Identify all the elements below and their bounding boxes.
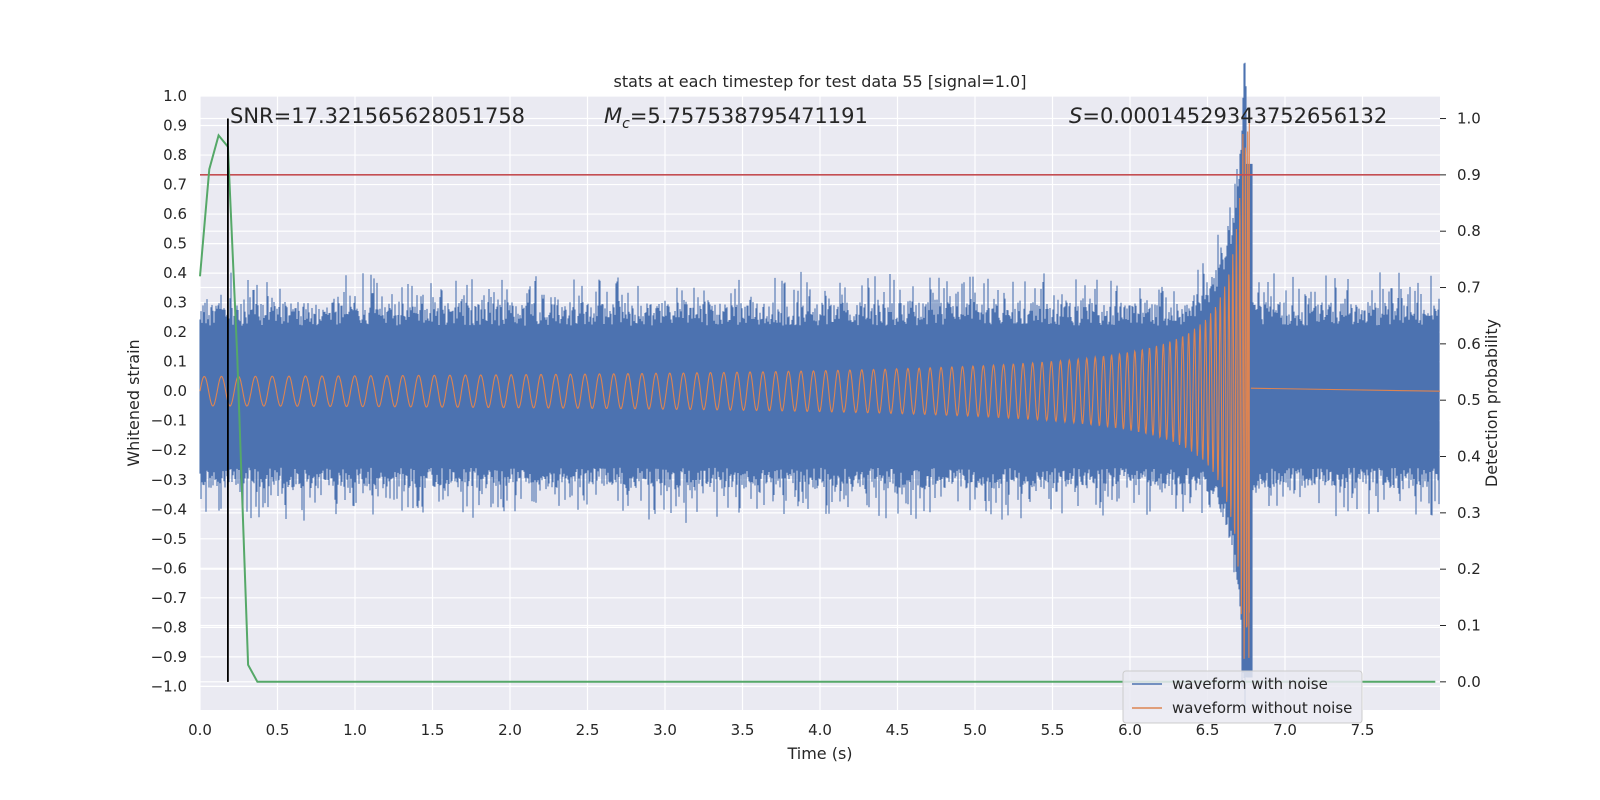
x-tick-label: 1.0 bbox=[343, 721, 367, 739]
left-y-tick-label: 0.7 bbox=[163, 176, 187, 194]
left-y-tick-label: −0.2 bbox=[151, 441, 187, 459]
x-axis-label: Time (s) bbox=[786, 744, 852, 763]
x-tick-label: 6.5 bbox=[1196, 721, 1220, 739]
left-y-tick-label: 0.9 bbox=[163, 117, 187, 135]
snr-annotation: SNR=17.321565628051758 bbox=[230, 104, 525, 128]
x-tick-label: 0.0 bbox=[188, 721, 212, 739]
right-y-tick-label: 0.1 bbox=[1457, 617, 1481, 635]
right-y-tick-label: 0.9 bbox=[1457, 166, 1481, 184]
s-annotation: S=0.00014529343752656132 bbox=[1069, 104, 1387, 128]
left-y-tick-label: 0.5 bbox=[163, 235, 187, 253]
left-y-tick-label: −1.0 bbox=[151, 677, 187, 695]
legend-label-clean: waveform without noise bbox=[1172, 699, 1352, 717]
right-y-tick-label: 0.4 bbox=[1457, 448, 1481, 466]
left-y-tick-label: 1.0 bbox=[163, 87, 187, 105]
right-y-tick-label: 0.5 bbox=[1457, 391, 1481, 409]
left-y-tick-label: 0.2 bbox=[163, 323, 187, 341]
s-symbol: S bbox=[1069, 104, 1082, 128]
right-y-axis: 1.0 0.9 0.8 0.7 0.6 0.5 0.4 0.3 0.2 0.1 0.0 bbox=[1440, 110, 1481, 691]
right-y-tick-label: 0.8 bbox=[1457, 222, 1481, 240]
left-y-tick-label: 0.0 bbox=[163, 382, 187, 400]
x-tick-label: 4.5 bbox=[886, 721, 910, 739]
chirp-mass-annotation: Mc=5.757538795471191 bbox=[604, 104, 868, 132]
left-y-tick-label: 0.1 bbox=[163, 353, 187, 371]
x-tick-label: 7.0 bbox=[1273, 721, 1297, 739]
legend-label-noise: waveform with noise bbox=[1172, 675, 1328, 693]
left-y-tick-label: −0.9 bbox=[151, 648, 187, 666]
right-y-tick-label: 0.2 bbox=[1457, 560, 1481, 578]
x-tick-label: 4.0 bbox=[808, 721, 832, 739]
chirp-mass-symbol: M bbox=[604, 104, 622, 128]
x-tick-label: 7.5 bbox=[1351, 721, 1375, 739]
x-tick-label: 2.5 bbox=[576, 721, 600, 739]
x-tick-label: 5.0 bbox=[963, 721, 987, 739]
x-axis: 0.0 0.5 1.0 1.5 2.0 2.5 3.0 3.5 4.0 4.5 5.0 5.5 6.0 6… bbox=[188, 721, 1374, 739]
right-y-tick-label: 0.0 bbox=[1457, 673, 1481, 691]
left-y-tick-label: −0.8 bbox=[151, 618, 187, 636]
left-y-axis-label: Whitened strain bbox=[124, 339, 143, 466]
chart-title: stats at each timestep for test data 55 … bbox=[614, 72, 1027, 91]
left-y-tick-label: −0.1 bbox=[151, 412, 187, 430]
left-y-tick-label: 0.8 bbox=[163, 146, 187, 164]
x-tick-label: 3.0 bbox=[653, 721, 677, 739]
left-y-tick-label: −0.3 bbox=[151, 471, 187, 489]
left-y-tick-label: 0.3 bbox=[163, 294, 187, 312]
left-y-axis: 1.0 0.9 0.8 0.7 0.6 0.5 0.4 0.3 0.2 0.1 0.0 −0.1 −0.… bbox=[151, 87, 187, 695]
x-tick-label: 0.5 bbox=[266, 721, 290, 739]
right-y-tick-label: 0.7 bbox=[1457, 279, 1481, 297]
chirp-mass-value: =5.757538795471191 bbox=[630, 104, 868, 128]
x-tick-label: 1.5 bbox=[421, 721, 445, 739]
left-y-tick-label: 0.6 bbox=[163, 205, 187, 223]
x-tick-label: 5.5 bbox=[1041, 721, 1065, 739]
x-tick-label: 2.0 bbox=[498, 721, 522, 739]
x-tick-label: 6.0 bbox=[1118, 721, 1142, 739]
left-y-tick-label: −0.5 bbox=[151, 530, 187, 548]
s-value: =0.00014529343752656132 bbox=[1082, 104, 1387, 128]
chirp-mass-subscript: c bbox=[622, 116, 630, 132]
series-detection-probability bbox=[199, 133, 1436, 683]
right-y-tick-label: 0.6 bbox=[1457, 335, 1481, 353]
series-waveform-without-noise bbox=[199, 116, 1441, 659]
right-y-tick-label: 1.0 bbox=[1457, 110, 1481, 128]
left-y-tick-label: 0.4 bbox=[163, 264, 187, 282]
legend-box bbox=[1122, 670, 1363, 724]
waveforms bbox=[199, 62, 1441, 713]
right-y-axis-label: Detection probability bbox=[1482, 319, 1501, 487]
overlays bbox=[199, 118, 1440, 683]
left-y-tick-label: −0.4 bbox=[151, 500, 187, 518]
x-tick-label: 3.5 bbox=[731, 721, 755, 739]
right-y-tick-label: 0.3 bbox=[1457, 504, 1481, 522]
legend: waveform with noise waveform without noi… bbox=[1122, 670, 1363, 724]
left-y-tick-label: −0.7 bbox=[151, 589, 187, 607]
left-y-tick-label: −0.6 bbox=[151, 559, 187, 577]
